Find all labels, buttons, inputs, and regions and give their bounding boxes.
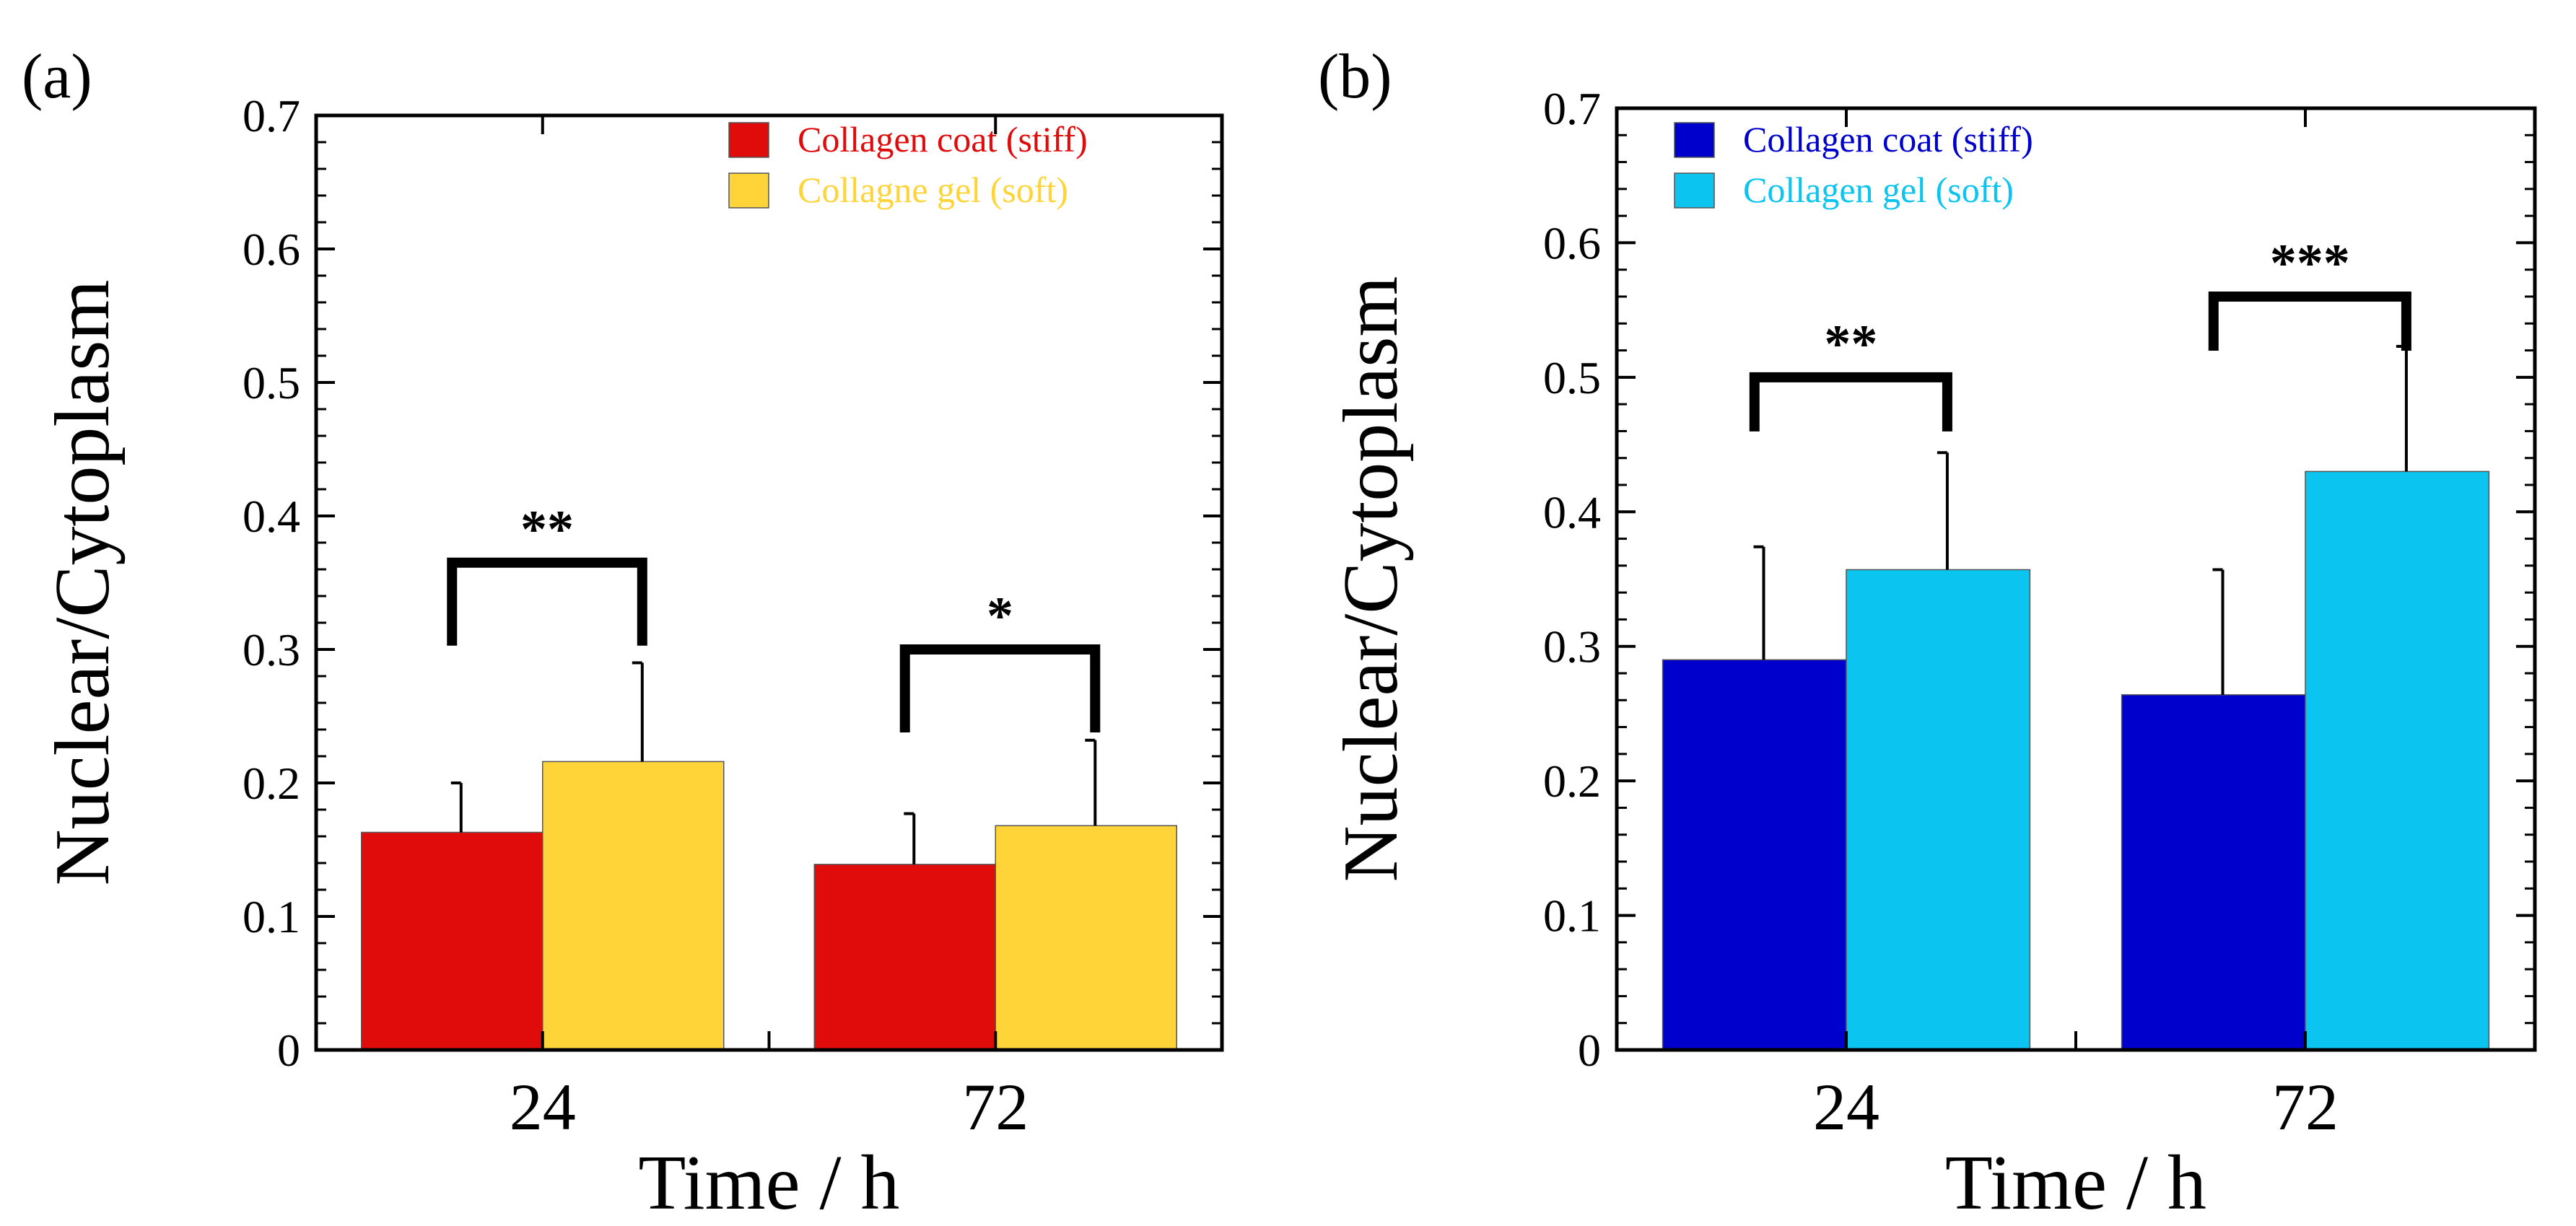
y-tick-label: 0.3 <box>243 624 300 675</box>
significance-marker-24: ** <box>520 500 574 559</box>
y-tick-label: 0.1 <box>243 891 300 942</box>
panel-label: (b) <box>1318 42 1392 112</box>
panel-b: (b) 0 0.1 0.2 0.3 0.4 0.5 0.6 0.7 24 72 Time / h Nuc… <box>1318 42 2537 1226</box>
bar-soft-72 <box>2305 470 2490 1051</box>
significance-bracket-24 <box>447 557 647 646</box>
significance-marker-24: ** <box>1824 315 1877 374</box>
legend-swatch-soft <box>728 172 769 209</box>
legend-swatch-stiff <box>1674 122 1715 158</box>
y-tick-label: 0.1 <box>1543 890 1601 942</box>
bar-stiff-72 <box>813 864 996 1051</box>
y-tick-label: 0 <box>277 1025 300 1076</box>
bar-stiff-24 <box>1662 659 1847 1051</box>
y-tick-label: 0.7 <box>1543 83 1601 134</box>
y-axis-title: Nuclear/Cytoplasm <box>1328 276 1414 883</box>
significance-bracket-24 <box>1749 372 1952 432</box>
legend-label-stiff: Collagen coat (stiff) <box>1743 119 2033 159</box>
legend-swatch-soft <box>1674 172 1715 209</box>
bar-stiff-24 <box>361 831 543 1051</box>
significance-bracket-72 <box>899 644 1101 732</box>
y-tick-label: 0 <box>1578 1025 1601 1076</box>
bar-stiff-72 <box>2121 694 2306 1051</box>
bar-soft-24 <box>1846 569 2031 1051</box>
bar-soft-72 <box>995 825 1177 1051</box>
y-tick-label: 0.2 <box>1543 756 1601 807</box>
significance-marker-72: * <box>987 587 1013 646</box>
y-tick-label: 0.6 <box>1543 217 1601 268</box>
y-tick-label: 0.6 <box>243 224 300 275</box>
legend-label-soft: Collagen gel (soft) <box>1743 170 2014 210</box>
significance-marker-72: *** <box>2270 234 2350 293</box>
bar-soft-24 <box>542 761 725 1051</box>
y-tick-label: 0.2 <box>243 758 300 809</box>
y-tick-label: 0.4 <box>243 491 300 542</box>
x-tick-label-24: 24 <box>510 1070 576 1144</box>
panel-a: (a) 0 0.1 0.2 0.3 0.4 0.5 0.6 0.7 24 72 Time / h Nuc… <box>22 42 1224 1226</box>
panel-label: (a) <box>22 42 92 112</box>
significance-bracket-72 <box>2208 292 2411 351</box>
y-tick-label: 0.5 <box>243 357 300 408</box>
y-tick-label: 0.7 <box>243 90 300 141</box>
y-tick-label: 0.3 <box>1543 621 1601 673</box>
legend-swatch-stiff <box>728 122 769 158</box>
x-tick-label-72: 72 <box>962 1070 1029 1144</box>
y-axis-title: Nuclear/Cytoplasm <box>40 280 126 886</box>
x-tick-label-24: 24 <box>1813 1070 1879 1144</box>
legend-label-stiff: Collagen coat (stiff) <box>798 119 1088 159</box>
x-axis-title: Time / h <box>638 1140 899 1226</box>
y-tick-label: 0.4 <box>1543 486 1601 538</box>
x-axis-title: Time / h <box>1945 1140 2206 1226</box>
y-tick-label: 0.5 <box>1543 352 1601 403</box>
x-tick-label-72: 72 <box>2272 1070 2339 1144</box>
legend-label-soft: Collagne gel (soft) <box>798 170 1068 210</box>
